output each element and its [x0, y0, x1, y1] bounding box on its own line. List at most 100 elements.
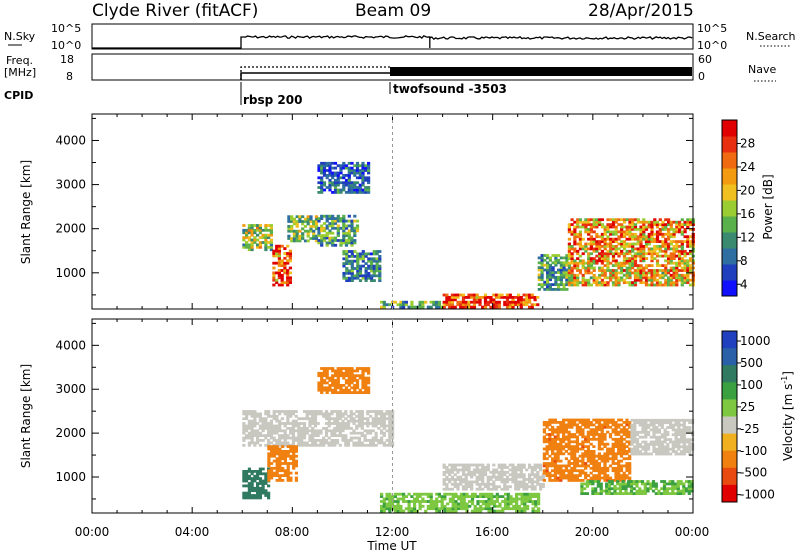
heatmap-cell [587, 218, 591, 222]
heatmap-cell [497, 466, 501, 469]
heatmap-cell [378, 279, 382, 282]
heatmap-cell [537, 275, 541, 279]
heatmap-cell [245, 436, 249, 440]
heatmap-cell [586, 425, 590, 429]
heatmap-cell [565, 258, 569, 262]
heatmap-cell [617, 218, 621, 222]
heatmap-cell [570, 476, 574, 480]
heatmap-cell [624, 487, 628, 491]
heatmap-cell [614, 421, 618, 424]
heatmap-cell [597, 464, 601, 468]
heatmap-cell [551, 428, 555, 432]
heatmap-cell [346, 414, 351, 418]
heatmap-cell [501, 500, 505, 503]
heatmap-cell [630, 428, 634, 432]
heatmap-cell [410, 507, 414, 511]
heatmap-cell [275, 281, 279, 284]
heatmap-cell [245, 494, 249, 497]
heatmap-cell [286, 434, 290, 437]
heatmap-cell [286, 441, 290, 445]
heatmap-cell [242, 245, 246, 249]
heatmap-cell [576, 266, 580, 270]
heatmap-cell [657, 492, 661, 495]
heatmap-cell [475, 487, 479, 491]
heatmap-cell [689, 220, 693, 224]
heatmap-cell [371, 436, 375, 440]
heatmap-cell [479, 500, 483, 503]
heatmap-cell [567, 435, 571, 439]
heatmap-cell [287, 229, 291, 233]
heatmap-cell [603, 283, 607, 287]
heatmap-cell [625, 466, 629, 470]
power-colorbar-segment [722, 232, 737, 249]
heatmap-cell [573, 450, 577, 453]
heatmap-cell [399, 497, 403, 501]
heatmap-cell [630, 443, 634, 446]
heatmap-cell [578, 442, 582, 446]
heatmap-cell [586, 437, 590, 441]
heatmap-cell [597, 435, 601, 439]
heatmap-cell [592, 452, 596, 456]
heatmap-cell [267, 494, 271, 497]
heatmap-cell [272, 459, 276, 463]
heatmap-cell [375, 252, 379, 256]
heatmap-cell [333, 161, 338, 165]
heatmap-cell [305, 417, 309, 421]
heatmap-cell [483, 473, 488, 477]
heatmap-cell [322, 427, 326, 430]
heatmap-cell [650, 228, 654, 231]
heatmap-cell [286, 452, 290, 456]
heatmap-cell [570, 273, 574, 277]
heatmap-cell [586, 459, 590, 463]
heatmap-cell [570, 261, 574, 265]
nave-trace-rbsp [240, 72, 390, 80]
heatmap-cell [267, 462, 271, 465]
heatmap-cell [611, 247, 616, 251]
heatmap-cell [461, 485, 466, 489]
heatmap-cell [272, 424, 276, 428]
heatmap-cell [264, 228, 268, 232]
heatmap-cell [361, 376, 365, 380]
heatmap-cell [350, 236, 354, 240]
heatmap-cell [367, 169, 371, 172]
heatmap-cell [683, 230, 687, 234]
heatmap-cell [361, 259, 365, 263]
heatmap-cell [614, 445, 618, 448]
heatmap-cell [242, 491, 246, 495]
heatmap-cell [333, 419, 337, 423]
heatmap-cell [258, 241, 262, 244]
heatmap-cell [267, 479, 271, 482]
heatmap-cell [661, 223, 665, 226]
heatmap-cell [660, 423, 664, 427]
heatmap-cell [283, 457, 287, 461]
heatmap-cell [628, 273, 632, 277]
heatmap-cell [272, 427, 276, 430]
heatmap-cell [540, 263, 544, 267]
heatmap-cell [283, 443, 287, 447]
heatmap-cell [683, 220, 687, 224]
heatmap-cell [367, 188, 371, 192]
heatmap-cell [256, 489, 260, 493]
heatmap-cell [592, 423, 596, 427]
heatmap-cell [531, 502, 535, 506]
heatmap-cell [625, 242, 629, 246]
heatmap-cell [578, 259, 582, 263]
heatmap-cell [655, 237, 660, 241]
heatmap-cell [658, 273, 662, 277]
heatmap-cell [250, 243, 254, 247]
heatmap-cell [658, 281, 662, 284]
heatmap-cell [261, 439, 265, 442]
heatmap-cell [600, 278, 604, 282]
heatmap-cell [267, 228, 271, 232]
heatmap-cell [628, 276, 632, 280]
heatmap-cell [548, 462, 552, 465]
heatmap-cell [317, 388, 321, 392]
heatmap-cell [388, 495, 392, 498]
heatmap-cell [592, 433, 596, 436]
heatmap-cell [557, 271, 561, 274]
heatmap-cell [325, 231, 329, 235]
heatmap-cell [678, 249, 682, 253]
heatmap-cell [633, 276, 638, 280]
heatmap-cell [595, 474, 599, 477]
heatmap-cell [570, 281, 574, 284]
